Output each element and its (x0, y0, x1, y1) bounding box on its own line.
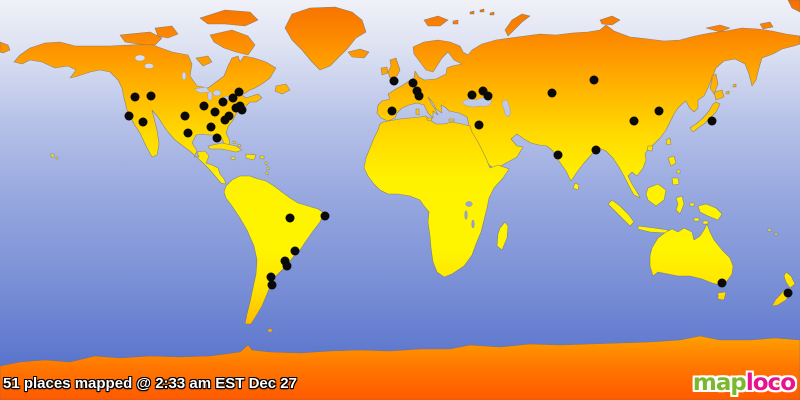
place-dot (414, 91, 424, 101)
landmass-top-right-corner (787, 0, 800, 13)
place-dot (629, 116, 639, 126)
place-dot (212, 133, 222, 143)
landmass-africa (363, 115, 510, 278)
place-dot (389, 76, 399, 86)
landmass-british-isles (380, 57, 401, 79)
landmass-antarctica (0, 335, 800, 400)
landmass-severnaya-zemlya (599, 15, 621, 26)
place-dot (474, 120, 484, 130)
place-dot (206, 122, 216, 132)
water-lake-malawi (471, 219, 475, 229)
place-dot (589, 75, 599, 85)
logo-map-text: map (692, 370, 747, 396)
landmass-chukotka-left-edge (0, 41, 11, 54)
landmass-japan (689, 89, 725, 133)
landmass-south-america (223, 175, 325, 325)
place-dot (180, 111, 190, 121)
place-dot (408, 78, 418, 88)
place-dot (282, 261, 292, 271)
place-dot (387, 106, 397, 116)
logo-loco-text: loco (745, 370, 796, 396)
landmass-svalbard (423, 15, 459, 27)
landmass-greenland (284, 6, 367, 71)
water-lake-victoria (465, 201, 473, 207)
place-dot (267, 280, 277, 290)
place-dot (210, 107, 220, 117)
water-lake-huron (212, 89, 222, 97)
landmass-caribbean (207, 140, 270, 176)
place-dot (290, 246, 300, 256)
place-dot (130, 92, 140, 102)
landmass-newfoundland (274, 83, 291, 95)
place-dot (234, 87, 244, 97)
landmass-arctic-islands (119, 9, 259, 67)
place-dot (591, 145, 601, 155)
place-dot (199, 101, 209, 111)
place-dot (228, 93, 238, 103)
dots-layer (124, 75, 793, 298)
landmass-new-guinea (697, 203, 723, 221)
landmass-madagascar (496, 221, 509, 251)
water-great-slave-lake (144, 63, 154, 69)
place-dot (654, 106, 664, 116)
landmass-hawaii (50, 153, 778, 333)
landmass-sri-lanka (572, 182, 580, 191)
landmass-taiwan-hainan (646, 137, 672, 152)
water-great-bear-lake (134, 54, 146, 62)
landmass-novaya-zemlya (504, 13, 531, 37)
place-dot (783, 288, 793, 298)
place-dot (138, 117, 148, 127)
landmass-sakhalin-kurils (709, 73, 737, 95)
place-dot (483, 91, 493, 101)
water-caspian-sea (502, 99, 511, 118)
landmass-north-america (13, 41, 277, 185)
landmass-new-siberian-islands (705, 21, 774, 33)
maploco-logo[interactable]: maploco (692, 370, 796, 396)
place-dot (237, 105, 247, 115)
water-lake-michigan (207, 91, 213, 101)
landmass-tasmania (717, 291, 727, 301)
place-dot (467, 90, 477, 100)
water-lake-tanganyika (464, 210, 468, 220)
landmass-australia (649, 223, 734, 286)
place-dot (717, 278, 727, 288)
place-dot (547, 88, 557, 98)
place-dot (285, 213, 295, 223)
place-dot (553, 150, 563, 160)
place-dot (220, 115, 230, 125)
place-dot (183, 128, 193, 138)
landmass-philippines (667, 155, 681, 186)
place-dot (266, 272, 276, 282)
places-mapped-caption: 51 places mapped @ 2:33 am EST Dec 27 (3, 375, 297, 392)
place-dot (320, 211, 330, 221)
place-dot (218, 97, 228, 107)
landmass-med-islands (415, 108, 455, 122)
place-dot (707, 116, 717, 126)
place-dot (124, 111, 134, 121)
landmass-iceland (347, 48, 370, 59)
place-dot (146, 91, 156, 101)
water-lake-winnipeg (181, 71, 187, 81)
landmass-franz-josef (469, 8, 495, 16)
